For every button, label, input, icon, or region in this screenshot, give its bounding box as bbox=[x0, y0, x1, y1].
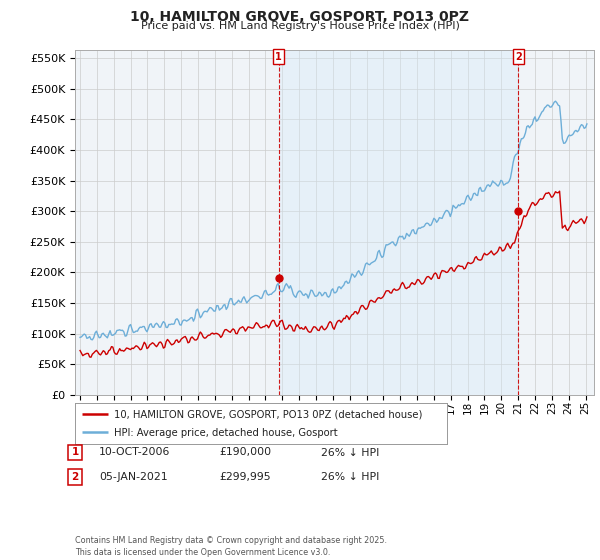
Text: 1: 1 bbox=[275, 52, 282, 62]
Text: £190,000: £190,000 bbox=[219, 447, 271, 458]
Text: 10-OCT-2006: 10-OCT-2006 bbox=[99, 447, 170, 458]
Text: 05-JAN-2021: 05-JAN-2021 bbox=[99, 472, 167, 482]
Text: 26% ↓ HPI: 26% ↓ HPI bbox=[321, 447, 379, 458]
Text: 10, HAMILTON GROVE, GOSPORT, PO13 0PZ (detached house): 10, HAMILTON GROVE, GOSPORT, PO13 0PZ (d… bbox=[114, 410, 422, 420]
Text: 2: 2 bbox=[71, 472, 79, 482]
Text: Contains HM Land Registry data © Crown copyright and database right 2025.
This d: Contains HM Land Registry data © Crown c… bbox=[75, 536, 387, 557]
Bar bbox=[278, 50, 518, 395]
Text: 26% ↓ HPI: 26% ↓ HPI bbox=[321, 472, 379, 482]
Text: £299,995: £299,995 bbox=[219, 472, 271, 482]
Text: 1: 1 bbox=[71, 447, 79, 458]
Text: 2: 2 bbox=[515, 52, 522, 62]
Text: 10, HAMILTON GROVE, GOSPORT, PO13 0PZ: 10, HAMILTON GROVE, GOSPORT, PO13 0PZ bbox=[131, 10, 470, 24]
Text: Price paid vs. HM Land Registry's House Price Index (HPI): Price paid vs. HM Land Registry's House … bbox=[140, 21, 460, 31]
Text: HPI: Average price, detached house, Gosport: HPI: Average price, detached house, Gosp… bbox=[114, 428, 338, 438]
